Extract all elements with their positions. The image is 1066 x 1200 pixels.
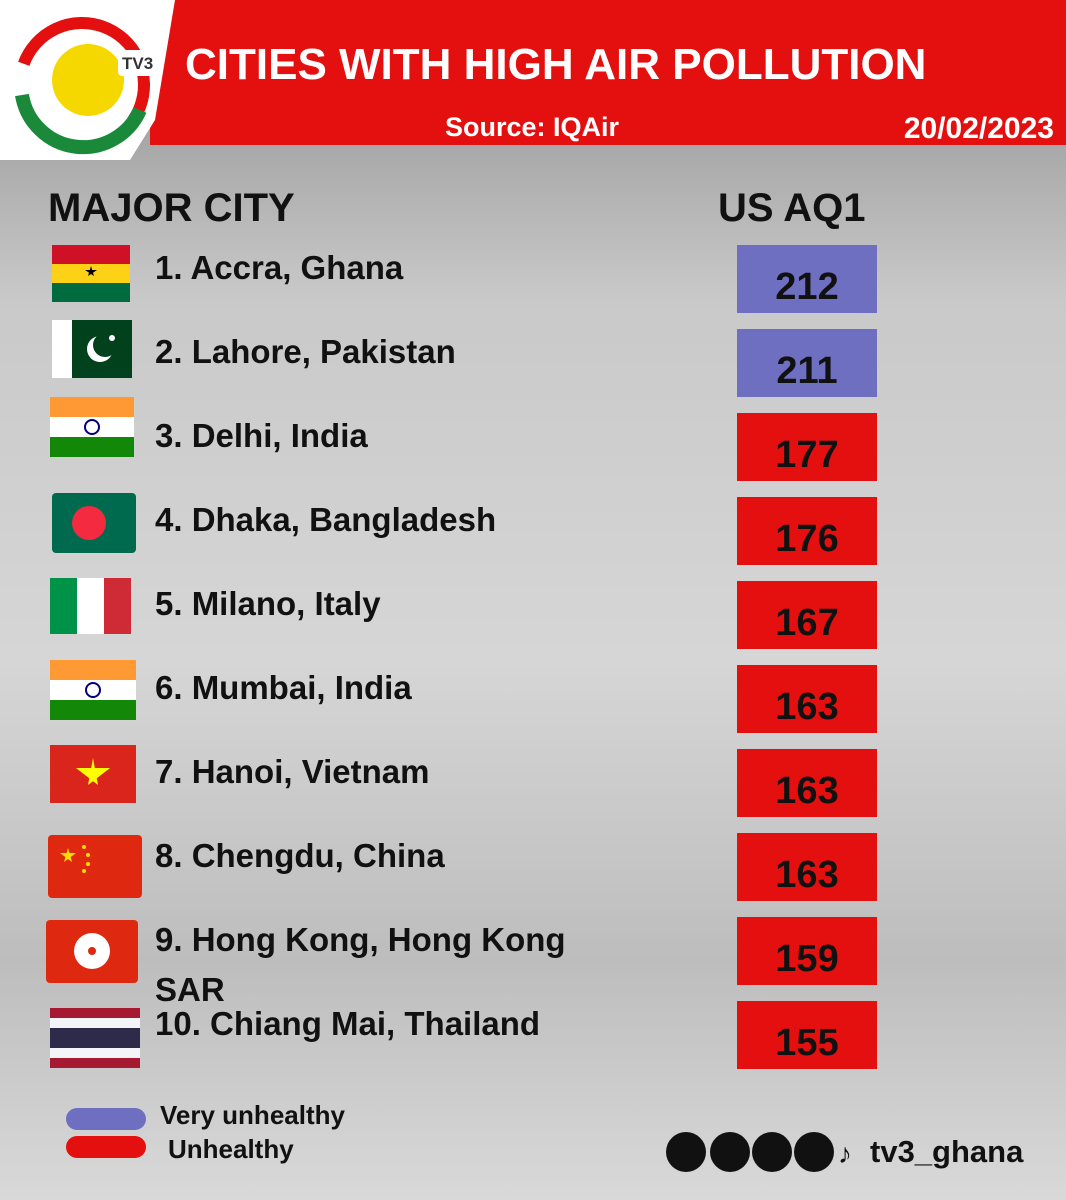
city-name: 2. Lahore, Pakistan: [155, 333, 456, 370]
date: 20/02/2023: [903, 112, 1054, 145]
svg-text:♪: ♪: [838, 1138, 852, 1169]
legend-swatch: [66, 1136, 146, 1158]
legend-swatch: [66, 1108, 146, 1130]
column-header: MAJOR CITY: [48, 186, 295, 230]
aqi-value: 177: [737, 413, 877, 481]
aqi-value: 163: [737, 749, 877, 817]
aqi-value: 167: [737, 581, 877, 649]
city-name: 3. Delhi, India: [155, 417, 368, 454]
legend-label: Unhealthy: [168, 1134, 294, 1164]
city-name: 6. Mumbai, India: [155, 669, 412, 706]
aqi-value: 155: [737, 1001, 877, 1069]
aqi-value: 176: [737, 497, 877, 565]
logo: TV3: [122, 54, 154, 73]
city-name: 9. Hong Kong, Hong Kong SAR: [155, 921, 566, 1008]
aqi-value: 159: [737, 917, 877, 985]
aqi-value: 212: [737, 245, 877, 313]
aqi-value: 163: [737, 665, 877, 733]
legend-label: Very unhealthy: [160, 1100, 345, 1130]
source: Source: IQAir: [445, 112, 620, 142]
city-name: 8. Chengdu, China: [155, 837, 445, 874]
aqi-value: 211: [737, 329, 877, 397]
title: CITIES WITH HIGH AIR POLLUTION: [185, 40, 927, 89]
city-name: 1. Accra, Ghana: [155, 249, 404, 286]
column-header: US AQ1: [718, 186, 866, 230]
city-name: 10. Chiang Mai, Thailand: [155, 1005, 541, 1042]
city-name: 5. Milano, Italy: [155, 585, 381, 622]
social-handle: tv3_ghana: [870, 1134, 1024, 1169]
city-name: 4. Dhaka, Bangladesh: [155, 501, 497, 538]
aqi-value: 163: [737, 833, 877, 901]
city-name: 7. Hanoi, Vietnam: [155, 753, 430, 790]
